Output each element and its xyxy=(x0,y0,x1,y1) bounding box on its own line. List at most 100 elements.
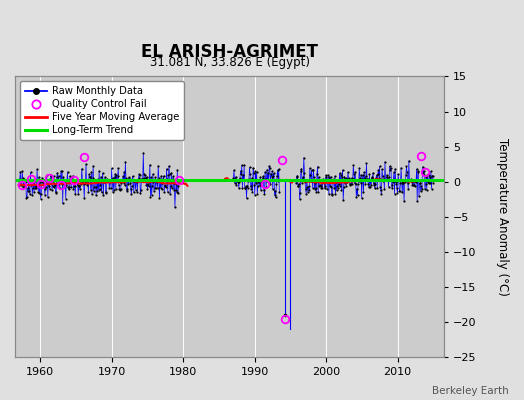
Point xyxy=(275,166,283,172)
Point xyxy=(359,172,367,178)
Point xyxy=(140,175,148,182)
Point xyxy=(409,182,417,188)
Point xyxy=(427,168,435,175)
Point xyxy=(174,190,182,197)
Point xyxy=(43,194,52,200)
Point xyxy=(330,185,339,191)
Point xyxy=(132,178,140,185)
Point xyxy=(262,184,270,191)
Point xyxy=(146,194,155,200)
Point xyxy=(359,189,368,196)
Point xyxy=(175,178,183,184)
Point xyxy=(74,183,83,190)
Point xyxy=(60,182,69,189)
Text: Berkeley Earth: Berkeley Earth xyxy=(432,386,508,396)
Point xyxy=(348,176,357,182)
Point xyxy=(373,172,381,178)
Point xyxy=(292,174,301,180)
Point xyxy=(392,185,401,192)
Point xyxy=(355,165,364,171)
Legend: Raw Monthly Data, Quality Control Fail, Five Year Moving Average, Long-Term Tren: Raw Monthly Data, Quality Control Fail, … xyxy=(20,82,184,140)
Point xyxy=(428,172,436,179)
Point xyxy=(97,189,106,196)
Point xyxy=(42,172,51,178)
Point xyxy=(316,183,325,189)
Point xyxy=(108,189,117,195)
Point xyxy=(28,180,36,186)
Point xyxy=(403,169,411,175)
Point xyxy=(266,165,274,171)
Point xyxy=(394,190,402,197)
Point xyxy=(63,169,72,175)
Point xyxy=(346,182,355,188)
Point xyxy=(99,192,107,198)
Point xyxy=(349,162,357,168)
Point xyxy=(345,175,353,182)
Point xyxy=(408,182,417,188)
Point xyxy=(174,182,183,189)
Point xyxy=(134,175,143,182)
Point xyxy=(334,178,342,184)
Point xyxy=(245,176,253,182)
Point xyxy=(419,170,428,176)
Point xyxy=(347,175,356,181)
Point xyxy=(163,176,171,182)
Point xyxy=(158,180,167,186)
Point xyxy=(400,198,408,205)
Point xyxy=(147,192,156,198)
Point xyxy=(48,187,56,193)
Point xyxy=(248,175,256,181)
Point xyxy=(330,176,338,182)
Point xyxy=(35,174,43,180)
Point xyxy=(250,182,258,188)
Point xyxy=(411,183,419,189)
Point xyxy=(232,173,240,180)
Point xyxy=(425,172,433,178)
Point xyxy=(88,191,96,197)
Point xyxy=(16,175,24,182)
Point xyxy=(239,172,247,178)
Point xyxy=(345,181,354,187)
Point xyxy=(317,185,325,191)
Point xyxy=(413,198,421,204)
Point xyxy=(24,188,32,194)
Point xyxy=(136,190,145,196)
Point xyxy=(420,172,429,178)
Point xyxy=(357,171,365,178)
Point xyxy=(167,170,176,176)
Point xyxy=(102,189,110,196)
Point xyxy=(420,168,428,174)
Point xyxy=(362,160,370,166)
Point xyxy=(154,163,162,169)
Point xyxy=(95,186,104,192)
Point xyxy=(39,179,47,185)
Point xyxy=(311,180,319,186)
Point xyxy=(314,189,322,195)
Point xyxy=(275,189,283,196)
Point xyxy=(233,177,241,183)
Point xyxy=(236,168,245,174)
Point xyxy=(134,177,142,183)
Point xyxy=(429,180,438,186)
Point xyxy=(271,188,279,194)
Point xyxy=(383,174,391,180)
Point xyxy=(305,165,314,172)
Point xyxy=(53,170,61,176)
Point xyxy=(157,173,166,179)
Point xyxy=(54,181,62,187)
Point xyxy=(127,191,136,198)
Point xyxy=(412,179,420,186)
Point xyxy=(307,178,315,184)
Point xyxy=(19,184,28,190)
Point xyxy=(259,187,268,194)
Point xyxy=(383,172,391,178)
Point xyxy=(156,184,165,191)
Point xyxy=(131,176,139,183)
Point xyxy=(64,186,73,193)
Point xyxy=(261,169,269,175)
Point xyxy=(141,172,149,178)
Point xyxy=(96,182,104,189)
Point xyxy=(155,174,163,181)
Point xyxy=(52,189,60,196)
Point xyxy=(68,176,76,182)
